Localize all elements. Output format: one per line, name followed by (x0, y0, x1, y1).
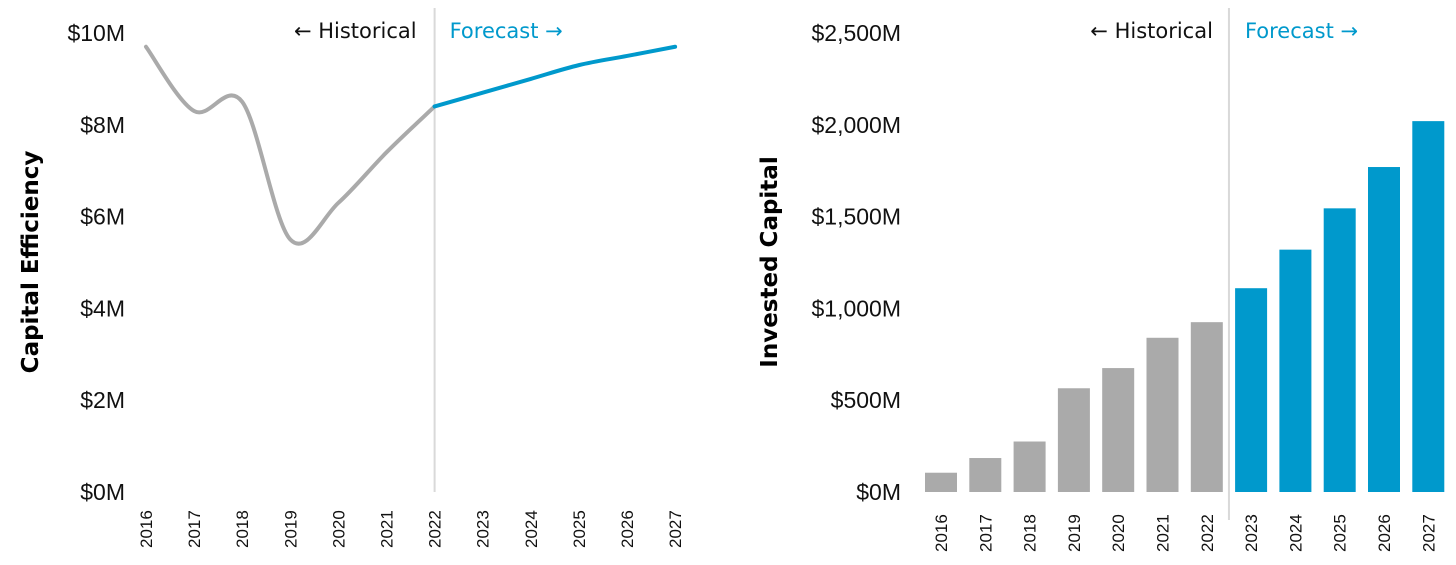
line-x-tick-label: 2017 (185, 510, 204, 548)
line-x-tick-label: 2023 (474, 510, 493, 548)
historical-line (144, 44, 437, 246)
bar-2016 (925, 472, 957, 492)
line-x-ticks: 2016 2017 2018 2019 2020 2021 2022 2023 2024 2025… (137, 510, 685, 548)
line-y-tick-label: $6M (80, 204, 125, 230)
bar-y-tick-label: $2,500M (811, 20, 901, 46)
line-y-axis-label: Capital Efficiency (18, 151, 44, 374)
bar-y-tick-label: $0M (856, 479, 901, 505)
line-x-tick-label: 2026 (618, 510, 637, 548)
line-x-tick-label: 2019 (281, 510, 300, 548)
bar-2023 (1235, 288, 1268, 492)
bar-y-tick-label: $1,000M (811, 295, 901, 321)
bar-x-tick-label: 2019 (1065, 514, 1084, 552)
bar-2027 (1412, 121, 1445, 493)
line-y-tick-label: $2M (80, 387, 125, 413)
bar-x-tick-label: 2018 (1021, 514, 1040, 552)
bar-y-tick-label: $1,500M (811, 204, 901, 230)
bar-x-tick-label: 2016 (932, 514, 951, 552)
bar-x-tick-label: 2026 (1375, 514, 1394, 552)
bar-y-ticks: $0M $500M $1,000M $1,500M $2,000M $2,500M (811, 20, 901, 505)
capital-efficiency-chart: Capital Efficiency $0M $2M $4M $6M $8M $10M 2… (18, 8, 685, 548)
line-y-tick-label: $10M (67, 20, 125, 46)
line-y-tick-label: $0M (80, 479, 125, 505)
bar-x-tick-label: 2021 (1154, 514, 1173, 552)
bar-x-tick-label: 2025 (1331, 514, 1350, 552)
bar-x-tick-label: 2022 (1198, 514, 1217, 552)
bar-x-ticks: 2016 2017 2018 2019 2020 2021 2022 2023 2024 2025… (932, 514, 1438, 552)
bar-2017 (969, 458, 1002, 492)
forecast-line (432, 44, 678, 109)
bar-x-tick-label: 2027 (1419, 514, 1438, 552)
bar-2022 (1190, 322, 1223, 492)
bar-2025 (1323, 208, 1356, 492)
line-x-tick-label: 2022 (426, 510, 445, 548)
line-series-group (144, 44, 678, 246)
bar-2018 (1013, 441, 1046, 492)
line-x-tick-label: 2021 (378, 510, 397, 548)
bar-x-tick-label: 2017 (976, 514, 995, 552)
bar-y-axis-label: Invested Capital (757, 156, 783, 367)
bar-2020 (1102, 368, 1135, 492)
bar-y-tick-label: $2,000M (811, 112, 901, 138)
bar-historical-label: ← Historical (1090, 19, 1213, 43)
line-x-tick-label: 2027 (666, 510, 685, 548)
bar-forecast-label: Forecast → (1245, 19, 1358, 43)
bar-x-tick-label: 2023 (1242, 514, 1261, 552)
bar-2026 (1368, 167, 1400, 492)
line-y-tick-label: $8M (80, 112, 125, 138)
line-historical-label: ← Historical (294, 19, 417, 43)
bar-2019 (1057, 388, 1090, 492)
line-x-tick-label: 2025 (570, 510, 589, 548)
bar-x-tick-label: 2020 (1109, 514, 1128, 552)
line-y-tick-label: $4M (80, 295, 125, 321)
line-x-tick-label: 2018 (233, 510, 252, 548)
line-forecast-label: Forecast → (450, 19, 563, 43)
bar-y-tick-label: $500M (831, 387, 901, 413)
line-x-tick-label: 2024 (522, 510, 541, 548)
line-x-tick-label: 2016 (137, 510, 156, 548)
line-x-tick-label: 2020 (329, 510, 348, 548)
bar-x-tick-label: 2024 (1286, 514, 1305, 552)
bar-2021 (1146, 337, 1179, 492)
bar-series-group (925, 121, 1445, 493)
bar-2024 (1279, 249, 1312, 492)
invested-capital-chart: Invested Capital $0M$500M$1,000M$1,500M$… (757, 8, 1445, 552)
line-y-ticks: $0M $2M $4M $6M $8M $10M (67, 20, 125, 505)
